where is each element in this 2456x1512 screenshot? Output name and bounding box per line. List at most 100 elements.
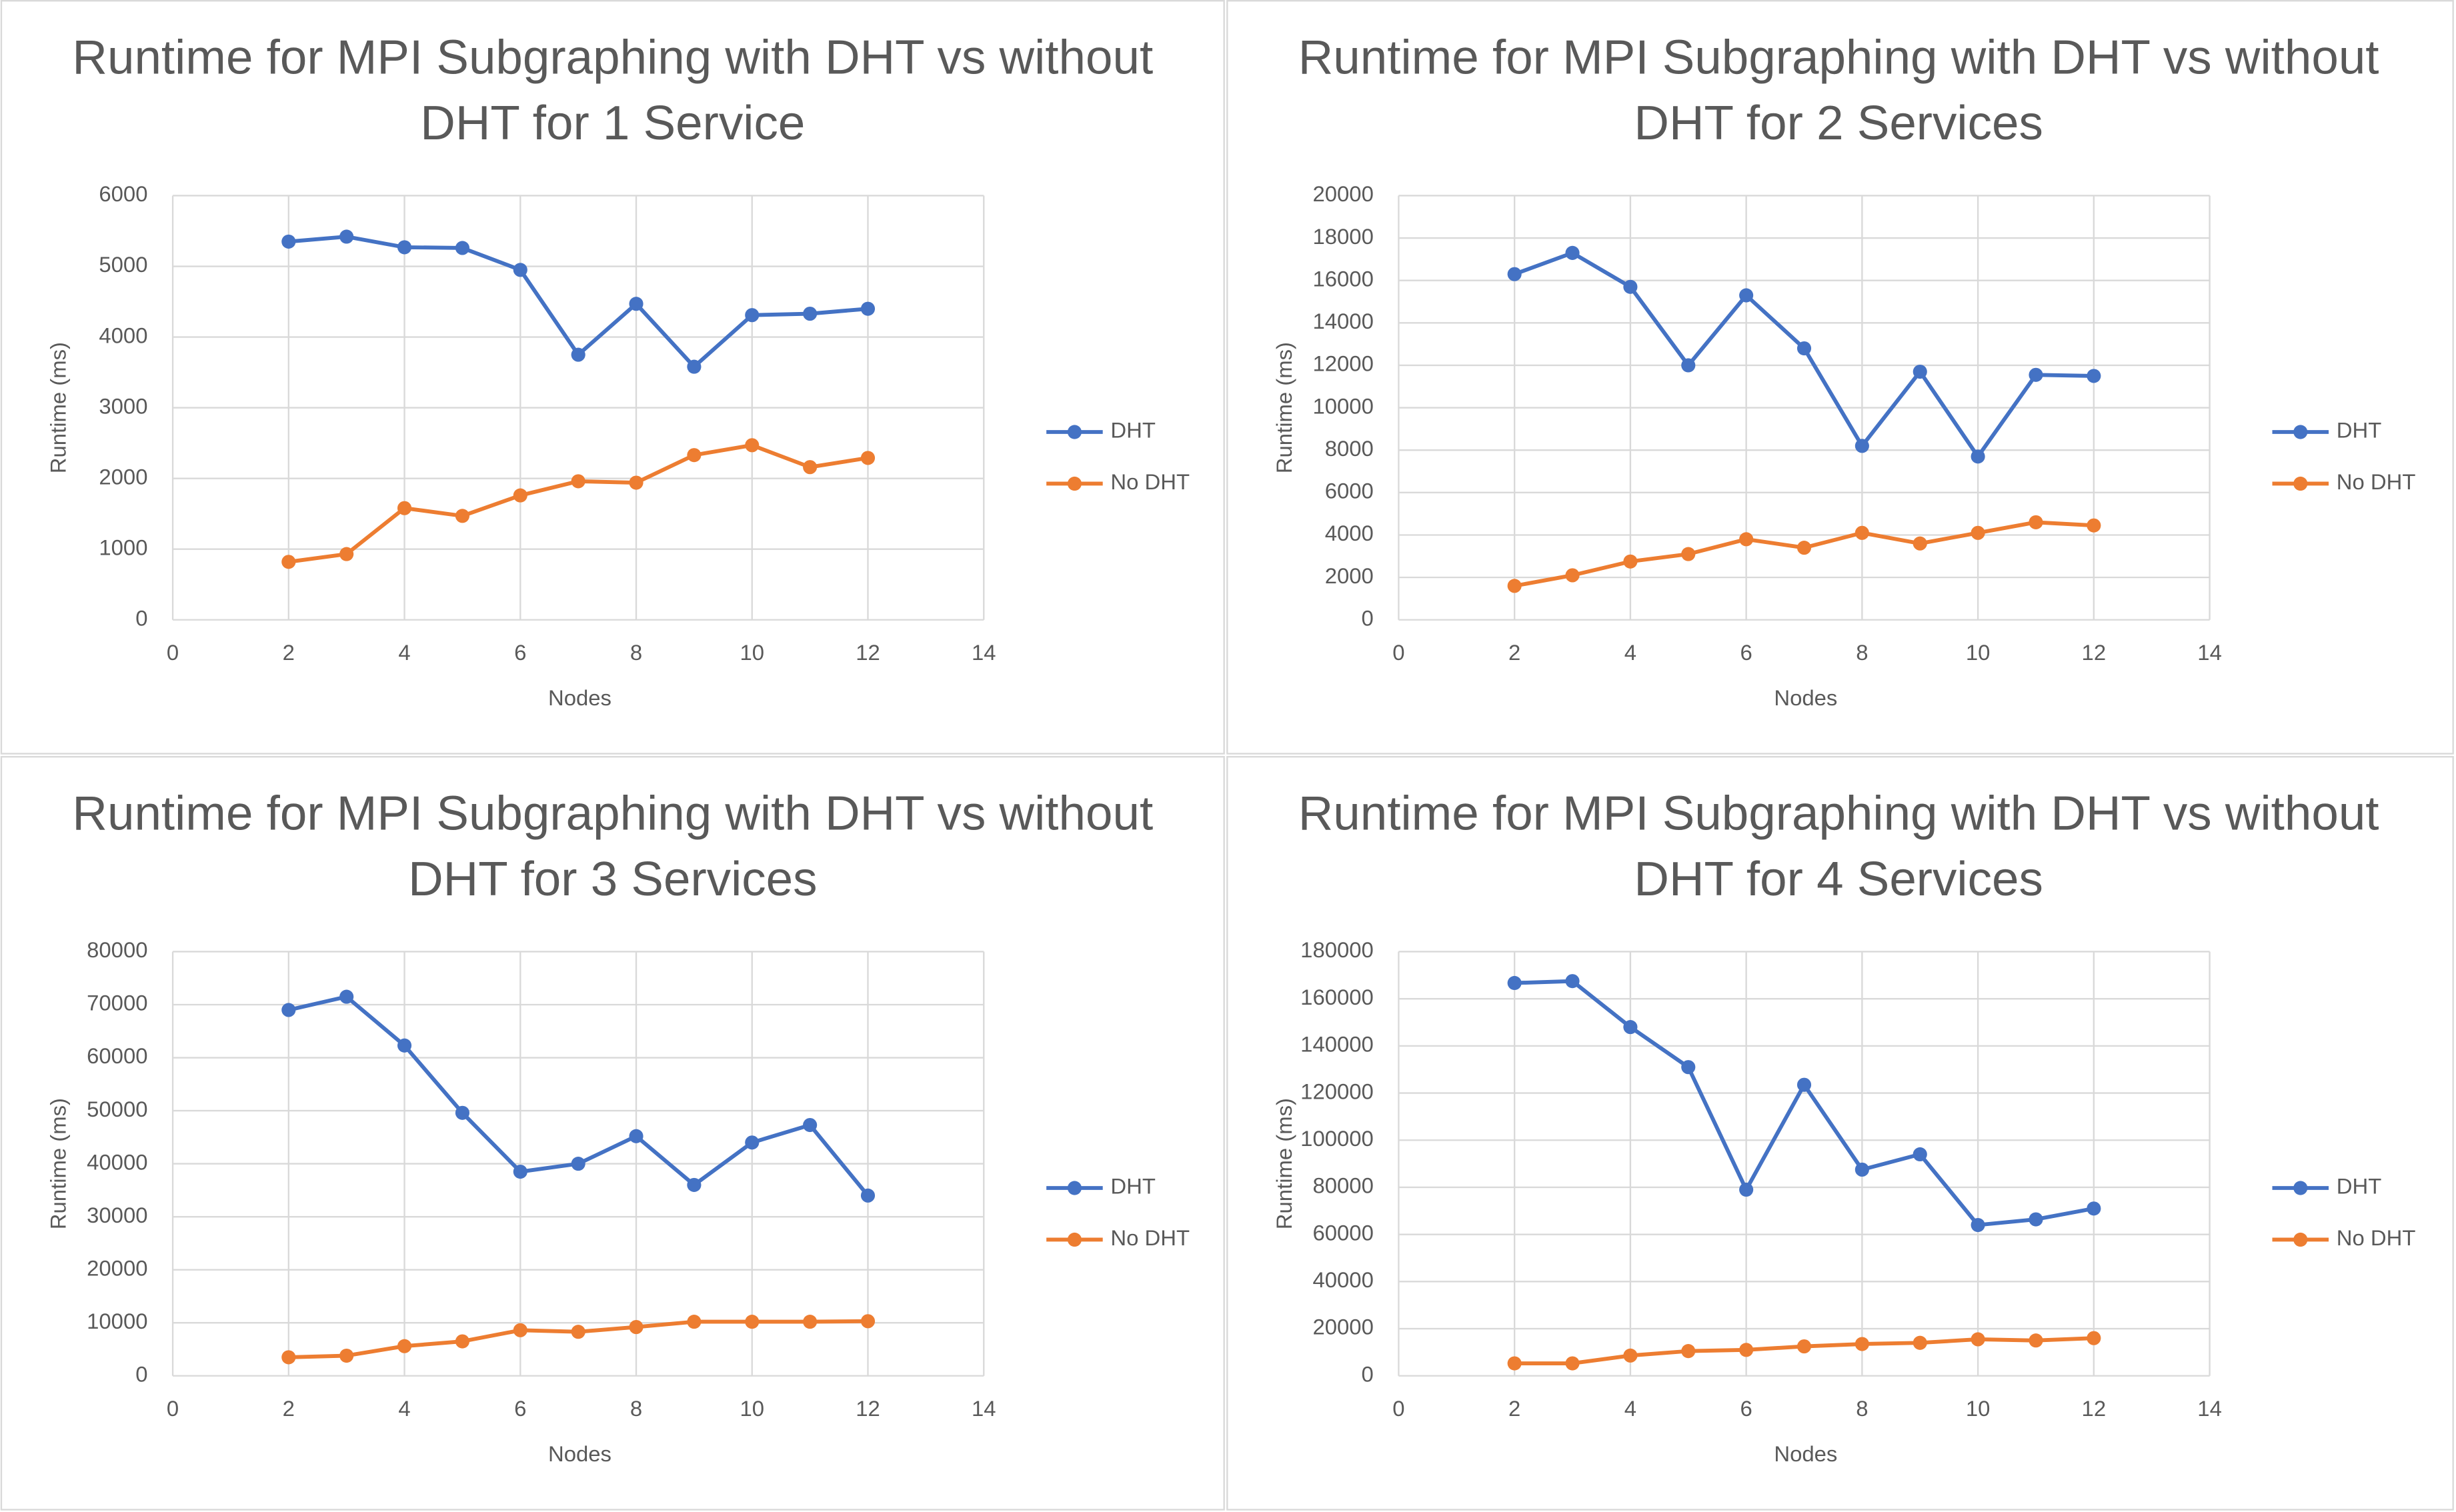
data-point <box>281 555 296 569</box>
y-tick-label: 16000 <box>1312 266 1373 291</box>
x-tick-label: 14 <box>972 640 996 665</box>
x-tick-label: 10 <box>740 640 764 665</box>
x-tick-label: 14 <box>2197 640 2222 665</box>
y-tick-label: 80000 <box>87 937 147 962</box>
legend-marker <box>1067 1181 1082 1195</box>
y-tick-label: 0 <box>1362 605 1374 630</box>
y-tick-label: 2000 <box>1325 563 1374 588</box>
data-point <box>1623 279 1638 294</box>
x-tick-label: 12 <box>2082 640 2107 665</box>
y-tick-label: 180000 <box>1300 937 1374 962</box>
x-tick-label: 12 <box>856 640 880 665</box>
y-axis-title: Runtime (ms) <box>1272 342 1296 473</box>
y-tick-label: 160000 <box>1300 985 1374 1009</box>
y-tick-label: 0 <box>1362 1361 1374 1386</box>
data-point <box>803 460 818 475</box>
panel <box>0 0 1225 755</box>
x-tick-label: 8 <box>630 1396 642 1421</box>
data-point <box>745 308 760 323</box>
y-tick-label: 4000 <box>1325 521 1374 545</box>
data-point <box>1913 536 1927 551</box>
y-tick-label: 50000 <box>87 1097 147 1121</box>
legend-label: No DHT <box>1110 1225 1190 1250</box>
data-point <box>629 475 644 490</box>
x-axis-title: Nodes <box>1774 685 1837 710</box>
x-tick-label: 6 <box>1740 640 1752 665</box>
data-point <box>745 1135 760 1150</box>
chart: Runtime for MPI Subgraphing with DHT vs … <box>1272 785 2415 1467</box>
y-tick-label: 2000 <box>99 464 147 489</box>
data-point <box>1565 245 1580 260</box>
chart: Runtime for MPI Subgraphing with DHT vs … <box>1272 30 2415 711</box>
data-point <box>2087 1331 2101 1345</box>
data-point <box>2087 1201 2101 1216</box>
data-point <box>1623 1348 1638 1363</box>
chart-title: Runtime for MPI Subgraphing with DHT vs … <box>1298 785 2379 907</box>
data-point <box>339 1348 354 1363</box>
x-axis-title: Nodes <box>1774 1441 1837 1466</box>
data-point <box>1971 449 1985 464</box>
data-point <box>1913 1147 1927 1162</box>
x-tick-label: 2 <box>283 1396 295 1421</box>
y-tick-label: 40000 <box>87 1149 147 1174</box>
data-point <box>1681 358 1696 373</box>
y-tick-label: 14000 <box>1312 309 1373 333</box>
data-point <box>1681 547 1696 561</box>
chart: Runtime for MPI Subgraphing with DHT vs … <box>46 30 1190 711</box>
y-tick-label: 60000 <box>1312 1220 1373 1245</box>
x-axis-title: Nodes <box>548 685 611 710</box>
legend-marker <box>1067 1232 1082 1247</box>
data-point <box>687 1315 702 1329</box>
data-point <box>455 509 469 523</box>
x-tick-label: 4 <box>1624 1396 1636 1421</box>
data-point <box>513 1164 527 1179</box>
x-tick-label: 4 <box>398 1396 410 1421</box>
chart: Runtime for MPI Subgraphing with DHT vs … <box>46 786 1190 1467</box>
data-point <box>860 1188 876 1203</box>
panel <box>0 756 1225 1511</box>
data-point <box>629 297 644 311</box>
data-point <box>1565 974 1580 989</box>
legend-marker <box>2293 425 2308 439</box>
y-tick-label: 8000 <box>1325 436 1374 461</box>
data-point <box>860 1314 876 1329</box>
data-point <box>571 474 585 489</box>
data-point <box>1796 1077 1812 1092</box>
x-tick-label: 0 <box>1392 640 1404 665</box>
x-tick-label: 8 <box>1856 640 1868 665</box>
y-tick-label: 40000 <box>1312 1267 1373 1292</box>
data-point <box>571 1325 585 1339</box>
data-point <box>1971 525 1985 540</box>
data-point <box>803 1117 818 1133</box>
y-tick-label: 20000 <box>1312 1315 1373 1339</box>
y-tick-label: 5000 <box>99 252 147 277</box>
title-box: Runtime for MPI Subgraphing with DHT vs … <box>1298 785 2379 907</box>
data-point <box>455 1334 469 1349</box>
y-tick-label: 10000 <box>1312 393 1373 418</box>
x-tick-label: 10 <box>1966 640 1991 665</box>
legend-label: DHT <box>2337 1174 2382 1199</box>
data-point <box>1507 1356 1522 1371</box>
y-tick-label: 1000 <box>99 535 147 559</box>
data-point <box>281 1350 296 1365</box>
x-tick-label: 8 <box>1856 1396 1868 1421</box>
x-tick-label: 6 <box>514 1396 526 1421</box>
data-point <box>1623 1020 1638 1035</box>
data-point <box>513 1323 527 1337</box>
legend-marker <box>2293 1232 2308 1247</box>
y-tick-label: 120000 <box>1300 1079 1374 1103</box>
legend-marker <box>2293 1181 2308 1195</box>
panel <box>1226 756 2454 1511</box>
x-tick-label: 6 <box>1740 1396 1752 1421</box>
data-point <box>571 1157 585 1171</box>
legend-marker <box>2293 476 2308 491</box>
data-point <box>2087 518 2101 533</box>
data-point <box>687 1177 702 1192</box>
data-point <box>860 301 876 316</box>
data-point <box>397 240 412 255</box>
data-point <box>1681 1060 1696 1075</box>
data-point <box>1913 1335 1927 1350</box>
y-tick-label: 80000 <box>1312 1173 1373 1198</box>
x-axis-title: Nodes <box>548 1441 611 1466</box>
data-point <box>803 1315 818 1329</box>
